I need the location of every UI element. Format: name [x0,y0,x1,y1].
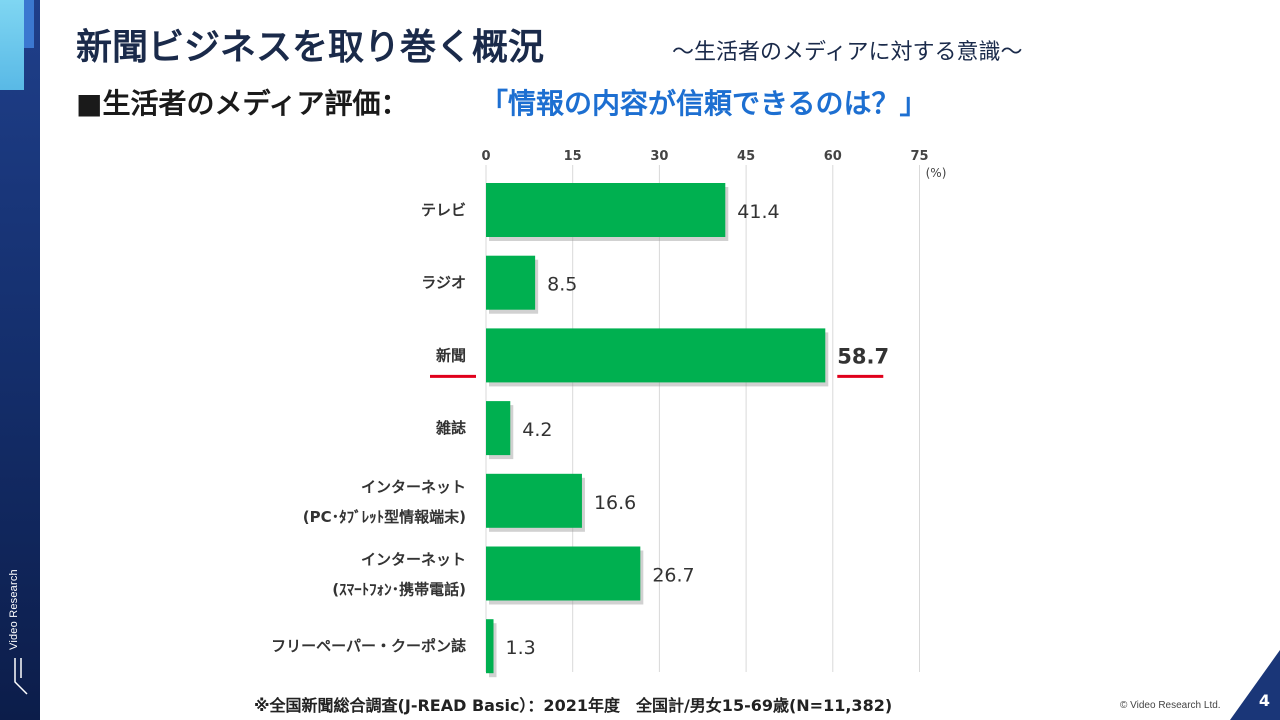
copyright-text: © Video Research Ltd. [1120,700,1221,711]
sidebar-band: Video Research [0,0,40,720]
survey-question: 「情報の内容が信頼できるのは？」 [480,87,928,120]
data-label: 58.7 [837,344,889,368]
bar [486,546,641,601]
category-label: 新聞 [436,346,466,364]
category-label: インターネット [361,551,466,569]
category-label: (PC･ﾀﾌﾞﾚｯﾄ型情報端末) [303,508,466,526]
x-tick-label: 15 [564,149,582,164]
bar [486,473,582,528]
survey-footnote: ※全国新聞総合調査(J-READ Basic）：2021年度 全国計/男女15-… [254,696,893,715]
corner-decoration [1230,650,1280,720]
bar [486,328,826,383]
bar [486,619,494,674]
page-title: 新聞ビジネスを取り巻く概況 [76,27,545,68]
category-label: テレビ [421,201,466,219]
data-label: 4.2 [522,419,552,441]
x-tick-label: 0 [481,149,490,164]
sidebar-accent-secondary [24,0,34,48]
sidebar-accent [0,0,24,90]
page-subtitle: ～生活者のメディアに対する意識～ [672,40,1023,65]
bar [486,255,536,310]
data-label: 8.5 [547,274,577,296]
category-label: インターネット [361,478,466,496]
x-tick-label: 45 [737,149,755,164]
brand-logo-icon [14,658,28,695]
data-label: 26.7 [652,565,694,587]
bar [486,401,511,456]
category-label: フリーペーパー・クーポン誌 [271,637,466,655]
bar [486,183,726,237]
x-tick-label: 60 [824,149,842,164]
section-heading: ■生活者のメディア評価： [76,87,409,120]
category-label: ラジオ [421,274,466,292]
data-label: 16.6 [594,492,636,514]
data-label: 41.4 [737,201,779,223]
page-number: 4 [1258,691,1270,710]
axis-unit-label: (%) [926,166,947,180]
x-tick-label: 75 [910,149,928,164]
category-label: 雑誌 [435,419,466,437]
x-tick-label: 30 [650,149,668,164]
data-label: 1.3 [506,637,536,659]
category-label: (ｽﾏｰﾄﾌｫﾝ･携帯電話) [332,581,466,599]
